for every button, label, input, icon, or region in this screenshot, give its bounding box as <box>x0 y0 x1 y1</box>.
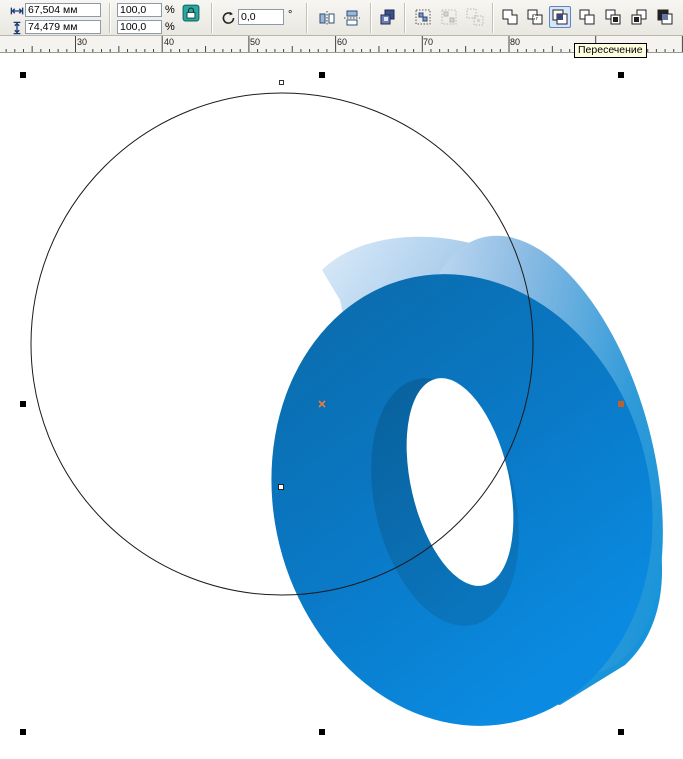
ruler-label: 30 <box>77 37 88 47</box>
scale-x-percent-label: % <box>165 4 175 16</box>
property-bar: 67,504 мм 74,479 мм 100,0 % 100,0 % 0,0 … <box>0 0 683 36</box>
height-icon <box>8 19 24 35</box>
front-minus-back-icon[interactable] <box>604 8 622 26</box>
weld-icon[interactable] <box>501 8 519 26</box>
rotation-angle-field[interactable]: 0,0 <box>238 9 284 25</box>
mirror-vertical-icon[interactable] <box>343 9 361 27</box>
handle-bottom-left[interactable] <box>20 729 26 735</box>
scale-y-field[interactable]: 100,0 <box>117 20 162 34</box>
object-height-field[interactable]: 74,479 мм <box>25 20 101 34</box>
selection-handles <box>20 72 624 735</box>
toolbar-separator <box>211 3 212 33</box>
handle-top-left[interactable] <box>20 72 26 78</box>
rotation-degree-label: ° <box>288 9 293 21</box>
trim-icon[interactable] <box>526 8 544 26</box>
simplify-icon[interactable] <box>578 8 596 26</box>
ruler-label: 50 <box>250 37 261 47</box>
handle-top-right[interactable] <box>618 72 624 78</box>
drawing-canvas[interactable] <box>0 53 683 759</box>
mirror-horizontal-icon[interactable] <box>318 9 336 27</box>
width-icon <box>8 2 24 16</box>
toolbar-separator <box>306 3 307 33</box>
toolbar-separator <box>109 3 110 33</box>
group-icon[interactable] <box>414 8 432 26</box>
ruler-label: 60 <box>337 37 348 47</box>
ruler-label: 40 <box>164 37 175 47</box>
ring-object[interactable] <box>224 209 683 759</box>
handle-middle-left[interactable] <box>20 401 26 407</box>
lock-ratio-icon[interactable] <box>182 4 200 22</box>
ungroup-all-icon[interactable] <box>466 8 484 26</box>
ruler-label: 70 <box>423 37 434 47</box>
scale-y-percent-label: % <box>165 21 175 33</box>
toolbar-separator <box>370 3 371 33</box>
intersect-tooltip: Пересечение <box>574 43 647 58</box>
handle-bottom-right[interactable] <box>618 729 624 735</box>
selected-circle[interactable] <box>30 92 534 596</box>
ring-inner-wall <box>371 378 519 626</box>
ungroup-icon[interactable] <box>440 8 458 26</box>
scale-x-field[interactable]: 100,0 <box>117 3 162 17</box>
ruler-label: 80 <box>510 37 521 47</box>
circle-node[interactable] <box>278 484 284 490</box>
toolbar-separator <box>404 3 405 33</box>
selection-center-marker[interactable] <box>318 400 326 408</box>
handle-top-center[interactable] <box>319 72 325 78</box>
toolbar-separator <box>492 3 493 33</box>
back-minus-front-icon[interactable] <box>630 8 648 26</box>
arrange-icon[interactable] <box>379 8 397 26</box>
handle-middle-right[interactable] <box>618 401 624 407</box>
horizontal-ruler[interactable]: 30 40 50 60 70 80 <box>0 36 683 53</box>
handle-bottom-center[interactable] <box>319 729 325 735</box>
rotate-icon <box>220 9 236 25</box>
boundary-icon[interactable] <box>656 8 674 26</box>
intersect-icon <box>551 8 569 26</box>
circle-node[interactable] <box>279 80 284 85</box>
intersect-button[interactable] <box>549 6 571 28</box>
object-width-field[interactable]: 67,504 мм <box>25 3 101 17</box>
